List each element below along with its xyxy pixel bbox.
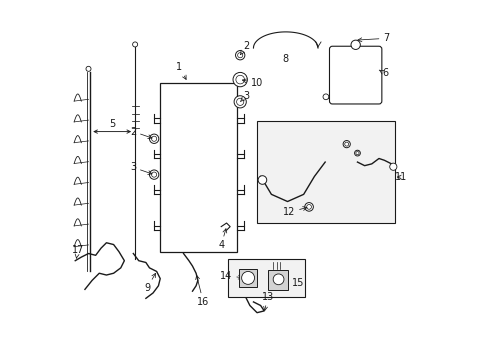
Circle shape bbox=[233, 72, 247, 87]
Text: 12: 12 bbox=[283, 207, 306, 217]
Circle shape bbox=[273, 274, 284, 285]
Text: 2: 2 bbox=[130, 127, 152, 139]
Circle shape bbox=[234, 96, 246, 108]
Bar bbox=[267, 270, 287, 290]
Text: 3: 3 bbox=[240, 91, 249, 102]
Circle shape bbox=[86, 66, 91, 71]
Text: 7: 7 bbox=[357, 33, 388, 43]
Bar bbox=[257, 121, 394, 223]
Circle shape bbox=[235, 75, 244, 84]
Text: 17: 17 bbox=[71, 245, 84, 258]
Text: 16: 16 bbox=[195, 275, 209, 307]
Bar bbox=[239, 269, 257, 287]
Circle shape bbox=[354, 150, 360, 156]
Text: 6: 6 bbox=[378, 68, 387, 78]
Circle shape bbox=[149, 170, 159, 179]
Circle shape bbox=[236, 98, 244, 105]
Circle shape bbox=[235, 50, 244, 60]
Text: 15: 15 bbox=[280, 278, 304, 288]
Circle shape bbox=[304, 203, 313, 211]
Circle shape bbox=[323, 94, 328, 100]
FancyBboxPatch shape bbox=[329, 46, 381, 104]
Circle shape bbox=[343, 140, 349, 148]
Text: 2: 2 bbox=[240, 41, 249, 55]
Circle shape bbox=[350, 40, 360, 49]
Text: 8: 8 bbox=[282, 54, 288, 64]
Text: 13: 13 bbox=[261, 292, 273, 310]
Text: 10: 10 bbox=[242, 78, 263, 88]
Bar bbox=[160, 83, 237, 252]
Text: 5: 5 bbox=[108, 119, 115, 129]
Bar bbox=[228, 259, 305, 297]
Text: 11: 11 bbox=[395, 172, 407, 182]
Circle shape bbox=[258, 176, 266, 184]
Text: 4: 4 bbox=[218, 229, 226, 250]
Text: 14: 14 bbox=[220, 271, 242, 281]
Text: 1: 1 bbox=[176, 62, 186, 80]
Circle shape bbox=[241, 271, 254, 284]
Text: 3: 3 bbox=[130, 162, 152, 175]
Text: 9: 9 bbox=[143, 273, 155, 293]
Circle shape bbox=[389, 163, 396, 170]
Circle shape bbox=[132, 42, 137, 47]
Circle shape bbox=[149, 134, 159, 143]
